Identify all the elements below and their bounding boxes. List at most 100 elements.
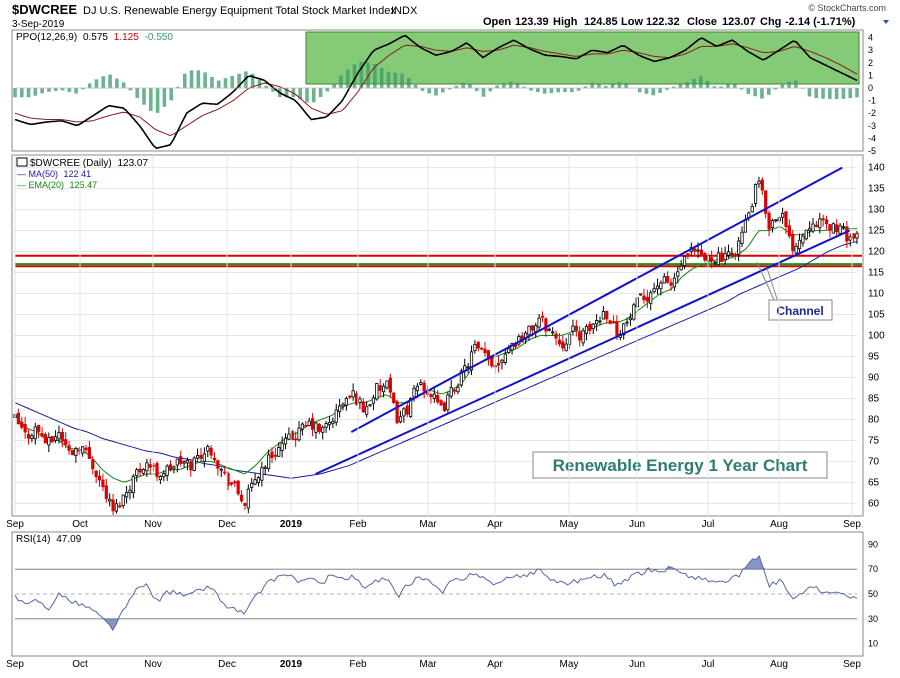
candle-body	[223, 471, 227, 474]
ppo-hist-bar	[250, 73, 255, 89]
rsi-month-label: 2019	[280, 659, 303, 670]
candle-body	[121, 494, 125, 506]
candle-body	[84, 447, 88, 451]
ppo-hist-bar	[821, 87, 825, 99]
candle-body	[37, 425, 41, 432]
ppo-hist-bar	[583, 86, 588, 89]
ppo-hist-bar	[468, 83, 472, 89]
candle-body	[480, 347, 484, 350]
candle-body	[317, 424, 321, 432]
candle-body	[608, 320, 612, 324]
ppo-hist-bar	[237, 73, 241, 89]
month-tick-label: Nov	[144, 519, 162, 530]
candle-body	[429, 394, 433, 398]
price-tick-label: 85	[868, 393, 880, 404]
candle-body	[239, 494, 244, 502]
rsi-month-label: Dec	[218, 659, 236, 670]
ppo-hist-bar	[264, 85, 269, 89]
rsi-reference-lines	[15, 568, 857, 620]
candle-body	[848, 236, 852, 241]
rsi-y-axis: 90 70 50 30 10	[868, 539, 878, 648]
ppo-hist-bar	[692, 78, 696, 89]
high-label: High	[553, 16, 578, 28]
candle-body	[544, 318, 548, 332]
rsi-month-label: Jun	[629, 659, 645, 670]
candle-body	[676, 271, 680, 277]
candle-body	[101, 479, 105, 488]
ppo-hist-bar	[828, 87, 832, 100]
candle-body	[53, 436, 58, 441]
candle-body	[699, 249, 704, 257]
ppo-hist-bar	[244, 71, 248, 89]
ppo-hist-bar	[318, 87, 323, 97]
candle-body	[682, 255, 687, 266]
candle-body	[236, 480, 240, 495]
candle-body	[141, 469, 146, 474]
price-tick-label: 105	[868, 310, 885, 321]
candle-body	[304, 425, 308, 427]
ppo-hist-bar	[481, 87, 486, 97]
candle-body	[108, 498, 112, 502]
ppo-tick-label: -1	[868, 96, 876, 106]
ppo-tick-label: 2	[868, 58, 873, 68]
candle-body	[341, 403, 345, 407]
ppo-hist-bar	[753, 87, 757, 97]
candle-body	[625, 321, 629, 324]
dropdown-icon[interactable]	[883, 20, 889, 24]
rsi-month-label: Aug	[770, 659, 788, 670]
candle-body	[327, 421, 332, 426]
candle-body	[852, 233, 856, 239]
candle-body	[598, 320, 602, 323]
ppo-hist-bar	[780, 84, 785, 89]
rsi-month-label: Oct	[72, 659, 88, 670]
candle-body	[331, 421, 335, 424]
price-tick-label: 60	[868, 498, 880, 509]
ppo-hist-bar	[393, 72, 398, 89]
candle-body	[534, 325, 538, 332]
candle-body	[652, 288, 656, 293]
candle-body	[781, 213, 785, 218]
month-tick-label: Oct	[72, 519, 88, 530]
ppo-hist-bar	[624, 82, 628, 89]
candle-body	[628, 317, 633, 321]
candle-body	[361, 401, 365, 413]
candle-body	[67, 445, 71, 451]
legend-ema20-value: 125.47	[70, 180, 98, 190]
candle-body	[263, 466, 267, 469]
ppo-hist-bar	[74, 87, 78, 94]
candle-body	[757, 180, 761, 185]
candle-body	[791, 233, 795, 251]
legend-ma50-dash: —	[17, 169, 26, 179]
candle-body	[672, 277, 676, 288]
candle-body	[679, 265, 683, 271]
ppo-tick-label: -3	[868, 121, 876, 131]
candle-body	[334, 409, 338, 423]
candle-body	[415, 385, 420, 392]
ppo-hist-bar	[413, 84, 418, 89]
candle-body	[182, 461, 186, 464]
rsi-month-label: Jul	[702, 659, 715, 670]
ppo-hist-bar	[108, 74, 112, 89]
ppo-hist-bar	[719, 86, 723, 89]
legend-price-value: 123.07	[117, 158, 148, 169]
low-value: 122.32	[646, 16, 680, 28]
candle-body	[310, 418, 315, 430]
candle-body	[165, 465, 169, 476]
ppo-hist-bar	[590, 82, 594, 89]
candle-body	[91, 459, 95, 470]
candle-body	[371, 397, 376, 404]
candle-body	[30, 435, 34, 440]
candle-body	[733, 253, 737, 256]
ppo-hist-bar	[149, 87, 153, 111]
month-tick-label: Mar	[419, 519, 437, 530]
candle-body	[645, 296, 649, 302]
candle-body	[740, 231, 744, 244]
candle-body	[283, 437, 288, 445]
ppo-hist-bar	[305, 87, 309, 103]
ppo-hist-bar	[495, 85, 499, 89]
candle-body	[527, 325, 531, 336]
candle-body	[821, 218, 825, 221]
high-value: 124.85	[584, 16, 618, 28]
candle-body	[395, 401, 399, 424]
